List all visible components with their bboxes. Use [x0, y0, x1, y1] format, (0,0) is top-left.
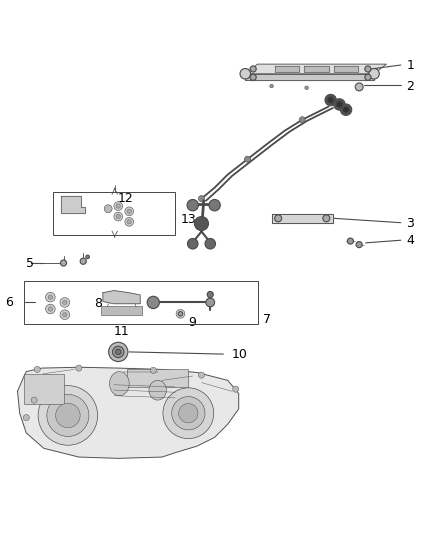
Text: 9: 9 [188, 316, 196, 329]
Polygon shape [275, 66, 299, 71]
Circle shape [355, 83, 363, 91]
Circle shape [116, 214, 120, 219]
Text: 4: 4 [406, 233, 414, 247]
Circle shape [125, 207, 134, 216]
Circle shape [176, 310, 185, 318]
Circle shape [299, 117, 305, 123]
Circle shape [205, 238, 215, 249]
Ellipse shape [149, 381, 166, 400]
Circle shape [31, 397, 37, 403]
Circle shape [56, 403, 80, 427]
Circle shape [365, 66, 371, 72]
Circle shape [63, 312, 67, 317]
Circle shape [327, 96, 334, 103]
Circle shape [187, 238, 198, 249]
Circle shape [104, 205, 112, 213]
Circle shape [150, 367, 156, 374]
Text: 1: 1 [406, 59, 414, 72]
Circle shape [347, 238, 353, 244]
Bar [53, 192, 175, 235]
Circle shape [86, 255, 89, 259]
Polygon shape [61, 197, 85, 213]
Circle shape [60, 310, 70, 319]
Text: 13: 13 [180, 213, 196, 226]
Circle shape [34, 366, 40, 373]
Circle shape [163, 388, 214, 439]
Polygon shape [245, 74, 374, 80]
Circle shape [323, 215, 330, 222]
Circle shape [178, 312, 183, 316]
Circle shape [23, 415, 29, 421]
Circle shape [369, 69, 379, 79]
Circle shape [179, 403, 198, 423]
Polygon shape [334, 66, 358, 71]
Circle shape [207, 292, 213, 297]
Circle shape [147, 296, 159, 309]
Circle shape [63, 300, 67, 304]
Circle shape [76, 365, 82, 371]
Text: 3: 3 [406, 217, 414, 230]
Text: 5: 5 [26, 257, 34, 270]
Text: 8: 8 [94, 297, 102, 310]
Circle shape [116, 349, 121, 354]
Text: 12: 12 [117, 192, 133, 205]
Circle shape [187, 199, 198, 211]
Circle shape [340, 104, 352, 115]
Circle shape [60, 297, 70, 307]
Circle shape [125, 217, 134, 226]
Circle shape [343, 106, 350, 113]
Circle shape [48, 295, 53, 300]
Circle shape [233, 386, 239, 392]
Circle shape [38, 386, 98, 445]
Circle shape [46, 292, 55, 302]
Circle shape [194, 216, 208, 231]
Circle shape [325, 94, 336, 106]
Circle shape [336, 101, 343, 108]
Text: 2: 2 [406, 79, 414, 93]
Bar [127, 369, 188, 387]
Ellipse shape [110, 372, 129, 395]
Polygon shape [245, 64, 386, 74]
Polygon shape [304, 66, 328, 71]
Circle shape [127, 209, 131, 214]
Circle shape [47, 394, 89, 437]
Circle shape [48, 307, 53, 311]
Circle shape [275, 215, 282, 222]
Circle shape [356, 241, 362, 248]
Circle shape [365, 74, 371, 80]
Circle shape [334, 99, 345, 110]
Circle shape [305, 86, 308, 90]
Polygon shape [18, 367, 239, 458]
Circle shape [209, 199, 220, 211]
Polygon shape [103, 290, 140, 304]
Circle shape [114, 201, 123, 211]
Bar [101, 306, 142, 314]
Circle shape [250, 74, 256, 80]
Circle shape [113, 346, 124, 358]
Circle shape [244, 156, 251, 162]
Circle shape [80, 258, 86, 264]
Circle shape [250, 66, 256, 72]
Text: 7: 7 [263, 313, 271, 326]
Bar [24, 374, 64, 405]
Text: 6: 6 [5, 296, 13, 309]
Circle shape [270, 84, 273, 88]
Text: 10: 10 [232, 349, 248, 361]
Circle shape [240, 69, 251, 79]
Circle shape [116, 204, 120, 208]
Circle shape [46, 304, 55, 314]
Polygon shape [272, 214, 333, 223]
Circle shape [109, 342, 128, 361]
Circle shape [206, 298, 215, 307]
Circle shape [60, 260, 67, 266]
Circle shape [198, 372, 205, 378]
Bar [24, 280, 258, 324]
Circle shape [172, 397, 205, 430]
Circle shape [127, 220, 131, 224]
Circle shape [198, 196, 205, 201]
Text: 11: 11 [114, 325, 130, 338]
Circle shape [114, 212, 123, 221]
